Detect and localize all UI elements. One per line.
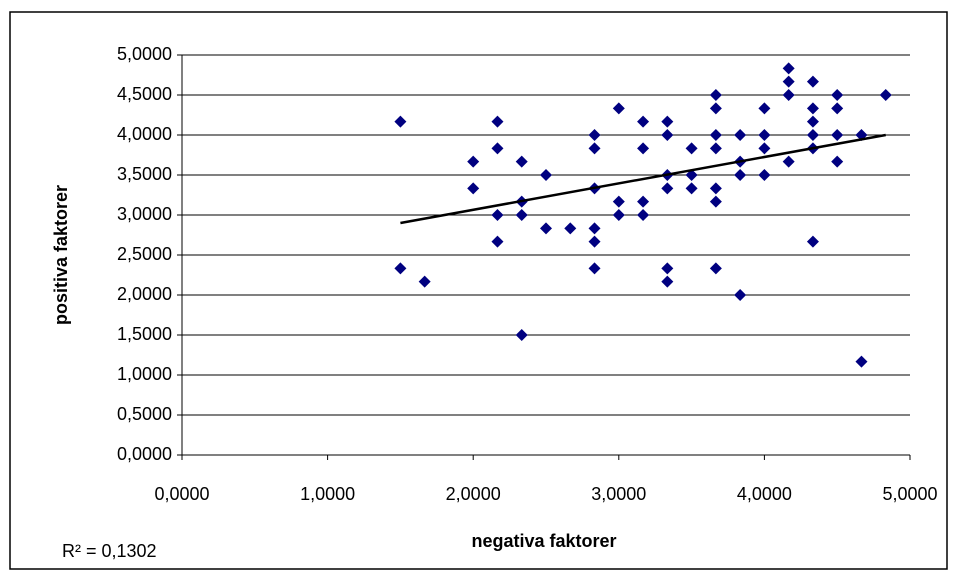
y-tick-label: 0,0000 — [117, 444, 172, 464]
data-point — [540, 169, 552, 181]
data-point — [734, 129, 747, 141]
data-point — [637, 195, 650, 208]
trendline — [400, 133, 886, 225]
data-point — [540, 222, 552, 235]
data-point — [661, 182, 674, 195]
data-point — [782, 75, 795, 88]
data-point — [588, 129, 601, 141]
data-point — [734, 169, 747, 181]
data-point — [612, 209, 625, 221]
chart-border — [9, 11, 948, 570]
data-point — [394, 262, 407, 275]
data-point — [661, 262, 674, 275]
x-tick-label: 1,0000 — [300, 484, 355, 504]
y-tick-label: 4,5000 — [117, 84, 172, 104]
data-point — [564, 222, 577, 235]
data-point — [467, 182, 480, 195]
x-tick-label: 3,0000 — [591, 484, 646, 504]
data-point — [782, 89, 795, 101]
y-tick-label: 1,0000 — [117, 364, 172, 384]
y-tick-label: 3,5000 — [117, 164, 172, 184]
data-point — [637, 209, 650, 221]
y-axis-label: positiva faktorer — [51, 185, 71, 325]
data-point — [831, 129, 844, 141]
data-point — [685, 142, 698, 155]
data-point — [709, 142, 722, 155]
data-point — [661, 275, 674, 288]
data-point — [806, 75, 819, 88]
data-point — [418, 275, 431, 288]
data-point — [491, 209, 504, 221]
data-point — [491, 142, 504, 155]
data-point — [612, 102, 625, 115]
data-point — [782, 62, 795, 75]
data-point — [831, 102, 844, 115]
r-squared: R² = 0,1302 — [62, 541, 157, 561]
data-point — [806, 115, 819, 128]
data-point — [394, 115, 407, 128]
data-point — [831, 155, 844, 168]
y-tick-label: 4,0000 — [117, 124, 172, 144]
data-point — [709, 102, 722, 115]
data-point — [758, 142, 771, 155]
data-point — [588, 222, 601, 235]
data-point — [515, 209, 528, 221]
x-tick-label: 2,0000 — [446, 484, 501, 504]
data-point — [588, 142, 601, 155]
data-point — [734, 289, 747, 301]
data-point — [588, 262, 601, 275]
data-point — [685, 182, 698, 195]
x-tick-label: 0,0000 — [154, 484, 209, 504]
data-point — [515, 155, 528, 168]
y-tick-label: 3,0000 — [117, 204, 172, 224]
data-point — [709, 129, 722, 141]
data-point — [831, 89, 844, 101]
data-point — [806, 102, 819, 115]
y-tick-label: 5,0000 — [117, 44, 172, 64]
y-tick-label: 1,5000 — [117, 324, 172, 344]
data-point — [709, 262, 722, 275]
data-point — [467, 155, 480, 168]
data-point — [806, 235, 819, 248]
x-tick-label: 4,0000 — [737, 484, 792, 504]
data-point — [758, 169, 771, 181]
y-tick-label: 0,5000 — [117, 404, 172, 424]
x-tick-label: 5,0000 — [882, 484, 937, 504]
data-point — [782, 155, 795, 168]
data-point — [806, 129, 819, 141]
data-point — [855, 355, 868, 368]
data-point — [879, 89, 892, 101]
x-axis-label: negativa faktorer — [471, 531, 616, 551]
data-point — [612, 195, 625, 208]
data-point — [491, 235, 504, 248]
data-point — [758, 102, 771, 115]
data-point — [758, 129, 771, 141]
data-point — [709, 182, 722, 195]
data-point — [637, 142, 650, 155]
data-point — [588, 235, 601, 248]
data-point — [661, 115, 674, 128]
data-point — [491, 115, 504, 128]
data-point — [709, 195, 722, 208]
data-point — [709, 89, 722, 101]
data-point — [515, 329, 528, 341]
y-tick-label: 2,0000 — [117, 284, 172, 304]
data-point — [661, 129, 674, 141]
y-tick-label: 2,5000 — [117, 244, 172, 264]
data-point — [637, 115, 650, 128]
